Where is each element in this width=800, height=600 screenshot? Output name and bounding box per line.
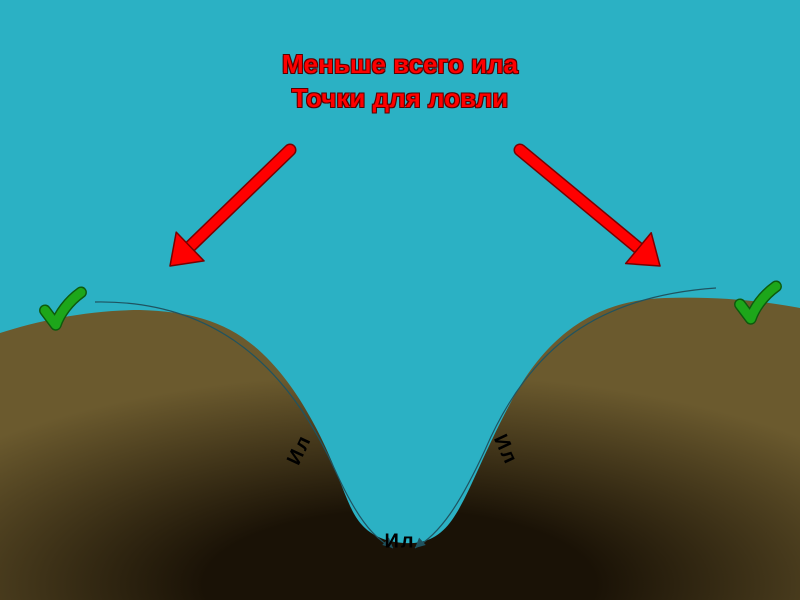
title-line-2: Точки для ловли	[0, 82, 800, 116]
diagram-canvas: Меньше всего ила Точки для ловли Ил Ил И…	[0, 0, 800, 600]
title-line-1: Меньше всего ила	[0, 48, 800, 82]
diagram-title: Меньше всего ила Точки для ловли	[0, 48, 800, 116]
silt-label-bottom: Ил	[384, 531, 415, 554]
